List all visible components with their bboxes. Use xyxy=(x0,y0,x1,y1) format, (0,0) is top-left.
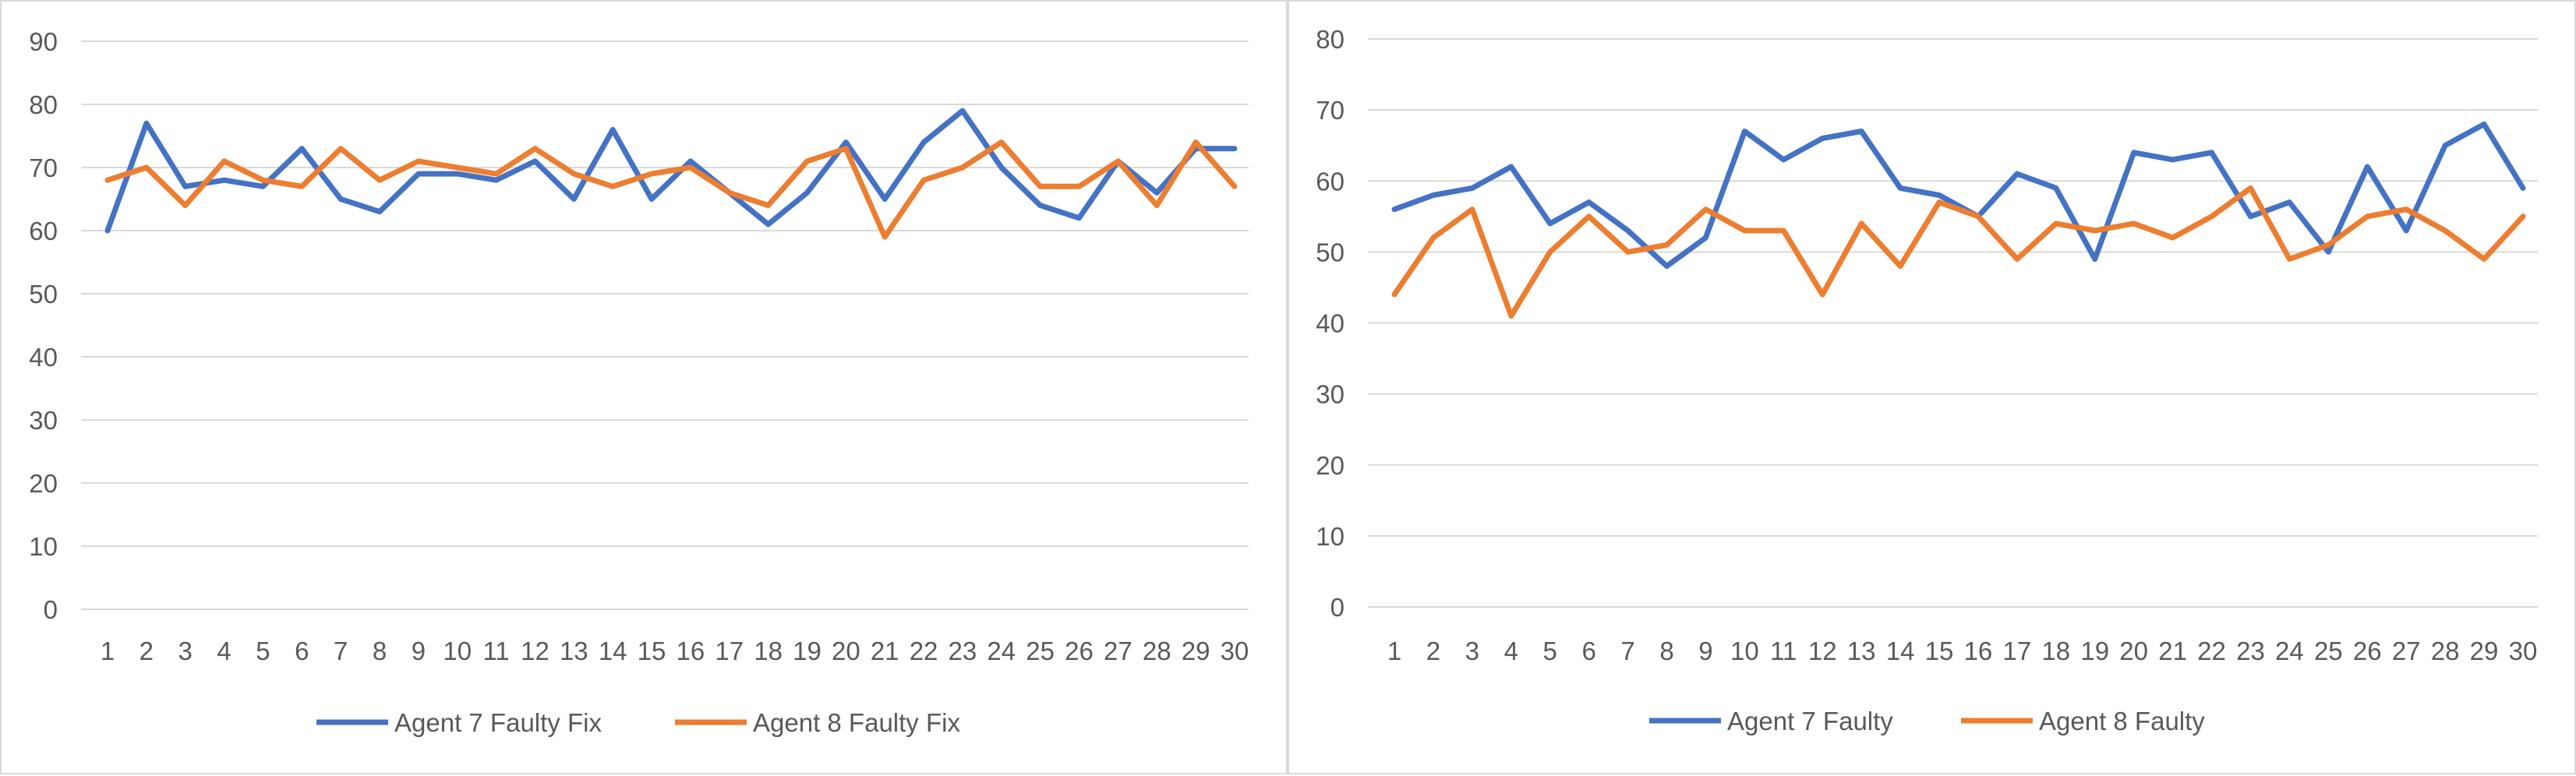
x-tick-label: 15 xyxy=(638,637,666,665)
y-tick-label: 10 xyxy=(1316,522,1345,551)
x-tick-label: 30 xyxy=(2509,637,2538,665)
y-tick-label: 60 xyxy=(1316,167,1345,196)
x-tick-label: 11 xyxy=(482,637,509,665)
x-tick-label: 12 xyxy=(1808,637,1837,665)
x-tick-label: 16 xyxy=(677,637,705,665)
x-tick-label: 25 xyxy=(2314,637,2343,665)
x-tick-label: 24 xyxy=(2275,637,2304,665)
legend-label-1: Agent 7 Faulty Fix xyxy=(394,708,602,737)
y-tick-label: 30 xyxy=(29,406,58,435)
x-tick-label: 30 xyxy=(1221,637,1249,665)
legend-label-2: Agent 8 Faulty xyxy=(2039,707,2205,735)
x-tick-label: 9 xyxy=(1698,637,1712,665)
x-tick-label: 18 xyxy=(2041,637,2070,665)
y-tick-label: 80 xyxy=(29,90,58,119)
y-tick-label: 10 xyxy=(29,532,58,561)
x-tick-label: 19 xyxy=(2080,637,2109,665)
x-tick-label: 22 xyxy=(910,637,938,665)
x-tick-label: 12 xyxy=(521,637,549,665)
x-tick-label: 19 xyxy=(793,637,822,665)
chart-panel-left: 0 10 20 30 40 50 60 70 80 90 1 2 3 4 5 6 7 8 9 10 11 12 13 14 15… xyxy=(0,0,1288,774)
x-tick-label: 10 xyxy=(1730,637,1759,665)
x-tick-label: 13 xyxy=(560,637,588,665)
x-tick-label: 22 xyxy=(2197,637,2226,665)
x-tick-label: 26 xyxy=(2353,637,2382,665)
y-tick-label: 70 xyxy=(1316,96,1345,125)
x-tick-label: 7 xyxy=(334,637,348,665)
y-tick-label: 80 xyxy=(1316,25,1345,54)
x-tick-label: 17 xyxy=(715,637,744,665)
x-tick-label: 6 xyxy=(295,637,309,665)
y-tick-label: 50 xyxy=(1316,238,1345,266)
x-tick-label: 16 xyxy=(1964,637,1993,665)
x-tick-label: 18 xyxy=(754,637,783,665)
x-tick-label: 21 xyxy=(871,637,899,665)
x-tick-label: 1 xyxy=(101,637,115,665)
y-tick-label: 20 xyxy=(1316,451,1345,480)
x-tick-label: 1 xyxy=(1387,637,1401,665)
x-tick-label: 10 xyxy=(443,637,472,665)
x-tick-label: 3 xyxy=(1465,637,1479,665)
y-tick-label: 50 xyxy=(29,280,58,309)
x-tick-label: 2 xyxy=(1426,637,1440,665)
x-tick-label: 17 xyxy=(2003,637,2032,665)
x-tick-label: 27 xyxy=(1104,637,1133,665)
x-tick-label: 20 xyxy=(2119,637,2148,665)
x-tick-label: 8 xyxy=(1659,637,1673,665)
x-tick-label: 7 xyxy=(1620,637,1634,665)
y-tick-label: 0 xyxy=(1330,593,1345,622)
legend-label-1: Agent 7 Faulty xyxy=(1727,707,1893,735)
x-tick-label: 4 xyxy=(1504,637,1518,665)
legend-label-2: Agent 8 Faulty Fix xyxy=(753,708,960,737)
x-tick-label: 29 xyxy=(1182,637,1210,665)
y-tick-label: 30 xyxy=(1316,380,1345,409)
x-tick-label: 14 xyxy=(599,637,627,665)
series-line-1 xyxy=(104,108,1238,234)
x-tick-label: 26 xyxy=(1065,637,1094,665)
y-tick-label: 40 xyxy=(29,343,58,372)
x-tick-label: 25 xyxy=(1026,637,1055,665)
x-tick-label: 15 xyxy=(1925,637,1954,665)
chart-panel-right: 0 10 20 30 40 50 60 70 80 1 2 3 4 5 6 7 8 9 10 11 12 13 14 15 16… xyxy=(1288,0,2576,774)
x-tick-label: 23 xyxy=(949,637,977,665)
x-tick-label: 2 xyxy=(140,637,154,665)
series-line-1 xyxy=(1391,121,2526,270)
x-tick-label: 20 xyxy=(832,637,860,665)
x-tick-label: 9 xyxy=(412,637,426,665)
y-tick-label: 90 xyxy=(29,27,58,56)
x-tick-label: 11 xyxy=(1770,637,1797,665)
y-tick-label: 40 xyxy=(1316,309,1345,338)
series-line-2 xyxy=(1391,185,2526,319)
x-tick-label: 13 xyxy=(1847,637,1876,665)
x-tick-label: 27 xyxy=(2392,637,2421,665)
x-tick-label: 28 xyxy=(2431,637,2460,665)
series-line-2 xyxy=(104,139,1238,240)
x-tick-label: 5 xyxy=(1543,637,1557,665)
y-tick-label: 20 xyxy=(29,469,58,498)
x-tick-label: 29 xyxy=(2470,637,2499,665)
x-tick-label: 28 xyxy=(1143,637,1171,665)
x-tick-label: 24 xyxy=(987,637,1016,665)
x-tick-label: 14 xyxy=(1886,637,1915,665)
x-tick-label: 3 xyxy=(178,637,193,665)
y-tick-label: 60 xyxy=(29,217,58,245)
x-tick-label: 5 xyxy=(256,637,270,665)
y-tick-label: 0 xyxy=(44,595,58,624)
x-tick-label: 21 xyxy=(2158,637,2187,665)
x-tick-label: 23 xyxy=(2236,637,2265,665)
y-tick-label: 70 xyxy=(29,153,58,182)
x-tick-label: 6 xyxy=(1581,637,1595,665)
x-tick-label: 4 xyxy=(217,637,231,665)
x-tick-label: 8 xyxy=(373,637,387,665)
